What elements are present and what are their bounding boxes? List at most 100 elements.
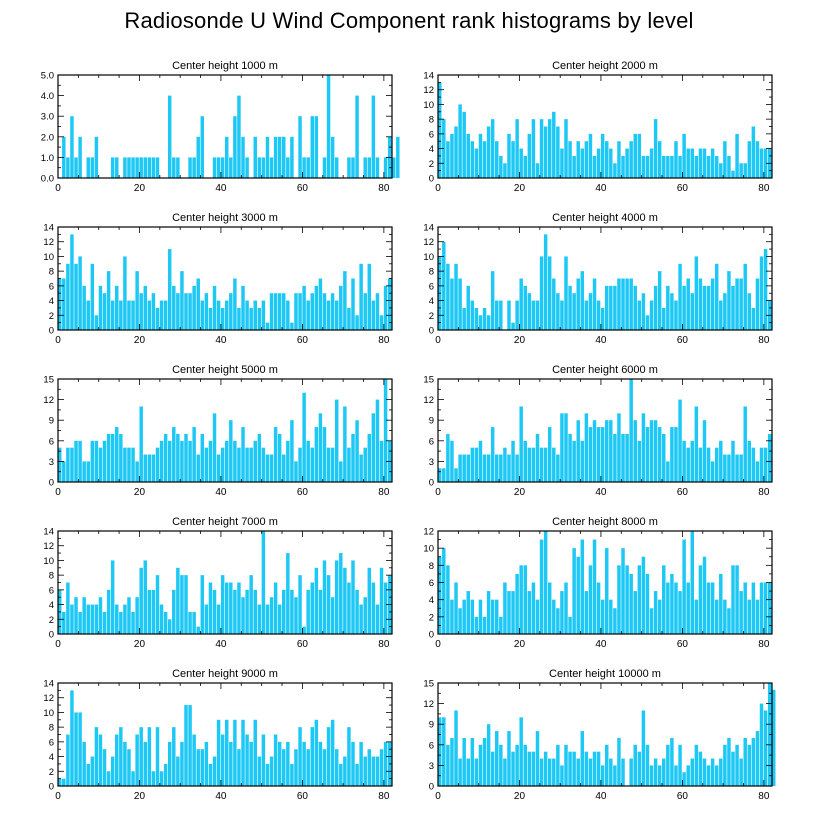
histogram-bar bbox=[180, 440, 184, 482]
y-tick-label: 0.0 bbox=[41, 174, 54, 185]
histogram-bar bbox=[86, 157, 90, 178]
histogram-bar bbox=[706, 285, 711, 330]
histogram-bar bbox=[318, 278, 323, 330]
histogram-bar bbox=[306, 300, 310, 330]
histogram-bar bbox=[739, 454, 743, 482]
histogram-bar bbox=[515, 744, 519, 786]
histogram-bar bbox=[649, 608, 654, 634]
histogram-bar bbox=[347, 447, 351, 482]
histogram-bar bbox=[151, 771, 156, 786]
histogram-bar bbox=[192, 427, 196, 482]
histogram-bar bbox=[66, 582, 70, 634]
histogram-bar bbox=[98, 285, 103, 330]
histogram-bar bbox=[220, 575, 225, 634]
histogram-bar bbox=[347, 157, 351, 178]
histogram-bar bbox=[763, 710, 768, 786]
histogram-bar bbox=[172, 589, 176, 634]
histogram-bar bbox=[127, 300, 131, 330]
histogram-bar bbox=[572, 548, 576, 634]
histogram-bar bbox=[531, 447, 536, 482]
histogram-bar bbox=[330, 136, 335, 178]
histogram-bar bbox=[66, 157, 70, 178]
x-tick-label: 20 bbox=[134, 791, 146, 802]
histogram-bar bbox=[576, 420, 580, 482]
histogram-bar bbox=[192, 611, 196, 634]
histogram-bar bbox=[543, 751, 548, 786]
histogram-bar bbox=[678, 591, 682, 634]
histogram-bar bbox=[482, 737, 487, 786]
histogram-bar bbox=[743, 263, 747, 330]
histogram-bar bbox=[503, 163, 507, 178]
histogram-bar bbox=[330, 719, 335, 786]
histogram-bar bbox=[547, 758, 552, 786]
histogram-bar bbox=[131, 771, 135, 786]
x-tick-label: 0 bbox=[435, 335, 441, 346]
histogram-bar bbox=[503, 582, 507, 634]
histogram-bar bbox=[763, 447, 768, 482]
histogram-bar bbox=[163, 433, 168, 482]
y-tick-label: 9 bbox=[429, 720, 434, 731]
histogram-bar bbox=[576, 141, 580, 178]
histogram-bar bbox=[371, 756, 376, 786]
histogram-bar bbox=[682, 133, 686, 178]
histogram-bar bbox=[241, 719, 245, 786]
histogram-bar bbox=[204, 293, 209, 330]
histogram-bar bbox=[225, 136, 229, 178]
y-tick-label: 10 bbox=[43, 252, 54, 263]
histogram-bar bbox=[334, 749, 339, 786]
histogram-bar bbox=[123, 157, 127, 178]
histogram-bar bbox=[755, 731, 760, 786]
histogram-bar bbox=[249, 307, 253, 330]
histogram-bar bbox=[446, 744, 450, 786]
histogram-bar bbox=[110, 433, 115, 482]
histogram-bar bbox=[588, 427, 593, 482]
histogram-bar bbox=[580, 539, 585, 634]
histogram-bar bbox=[318, 741, 323, 786]
histogram-bar bbox=[253, 136, 257, 178]
histogram-bar bbox=[678, 155, 682, 178]
histogram-bar bbox=[694, 155, 699, 178]
histogram-bar bbox=[747, 440, 752, 482]
histogram-panel-9: Center height 9000 m 0 20 40 60 80 0 2 4 6 8 10 12 14 bbox=[43, 668, 393, 802]
histogram-bar bbox=[188, 293, 192, 330]
histogram-bar bbox=[686, 447, 690, 482]
histogram-bar bbox=[442, 548, 446, 634]
histogram-bar bbox=[605, 141, 609, 178]
histogram-bar bbox=[662, 758, 666, 786]
histogram-bar bbox=[200, 575, 205, 634]
y-tick-label: 14 bbox=[423, 71, 434, 82]
y-tick-label: 0 bbox=[429, 478, 434, 489]
histogram-bar bbox=[739, 758, 743, 786]
histogram-bar bbox=[637, 751, 642, 786]
histogram-bar bbox=[539, 119, 544, 178]
histogram-bar bbox=[94, 604, 99, 634]
histogram-bar bbox=[633, 133, 637, 178]
histogram-bar bbox=[519, 406, 523, 482]
histogram-bar bbox=[379, 749, 384, 786]
histogram-bar bbox=[294, 461, 298, 482]
histogram-bar bbox=[155, 447, 160, 482]
histogram-bar bbox=[241, 597, 245, 634]
y-tick-label: 6 bbox=[49, 281, 54, 292]
histogram-bar bbox=[592, 420, 597, 482]
histogram-bar bbox=[499, 454, 503, 482]
x-tick-label: 0 bbox=[55, 487, 61, 498]
histogram-bar bbox=[759, 447, 764, 482]
histogram-bar bbox=[564, 744, 568, 786]
y-tick-label: 6 bbox=[49, 585, 54, 596]
histogram-bar bbox=[229, 420, 233, 482]
histogram-bar bbox=[719, 163, 723, 178]
histogram-bar bbox=[670, 737, 674, 786]
histogram-bar bbox=[196, 136, 200, 178]
histogram-bar bbox=[527, 133, 532, 178]
histogram-bar bbox=[560, 148, 564, 178]
y-tick-label: 0 bbox=[429, 630, 434, 641]
histogram-bar bbox=[613, 765, 617, 786]
histogram-bar bbox=[519, 278, 523, 330]
y-tick-label: 12 bbox=[43, 237, 54, 248]
histogram-bar bbox=[507, 731, 511, 786]
histogram-bar bbox=[326, 727, 331, 786]
histogram-bar bbox=[339, 553, 343, 634]
histogram-bar bbox=[584, 591, 589, 634]
histogram-bar bbox=[70, 234, 74, 330]
